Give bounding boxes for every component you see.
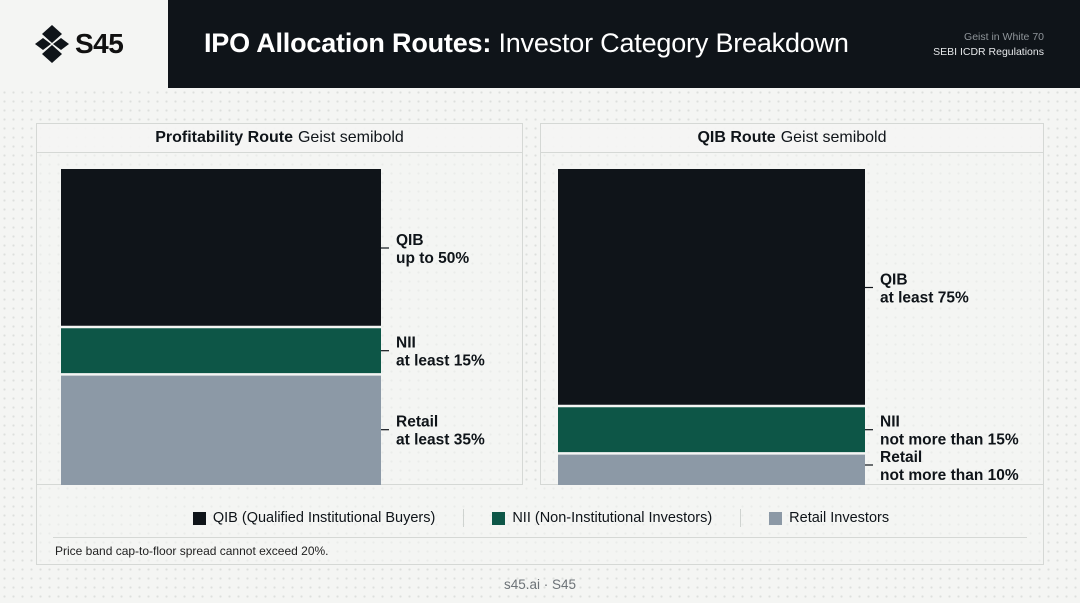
chart-title-rest: Geist semibold (780, 129, 887, 146)
header-meta: Geist in White 70 SEBI ICDR Regulations (933, 30, 1044, 60)
data-label-qib-value: up to 50% (396, 250, 469, 267)
data-label-retail-value: not more than 10% (880, 467, 1019, 484)
meta-line-2: SEBI ICDR Regulations (933, 46, 1044, 58)
legend-item-retail: Retail Investors (769, 509, 889, 527)
legend-divider (740, 509, 742, 527)
bar-segment-qib (61, 169, 381, 327)
data-label-qib-name: QIB (880, 272, 908, 289)
legend-label-retail: Retail Investors (789, 510, 890, 526)
chart-title-rest: Geist semibold (297, 129, 404, 146)
data-label-qib-name: QIB (396, 232, 424, 249)
data-label-nii-name: NII (880, 414, 900, 431)
page-title: IPO Allocation Routes: Investor Category… (204, 28, 849, 59)
legend: QIB (Qualified Institutional Buyers) NII… (37, 509, 1045, 527)
bar-segment-nii (558, 406, 865, 454)
legend-label-nii: NII (Non-Institutional Investors) (512, 510, 713, 526)
legend-item-qib: QIB (Qualified Institutional Buyers) (192, 509, 465, 527)
chart-panel-qib: QIB Route Geist semibold QIB at least 75%… (540, 123, 1044, 485)
data-label-nii-value: at least 15% (396, 353, 485, 370)
footer-credit: s45.ai · S45 (503, 577, 577, 592)
chart-title: QIB Route Geist semibold (541, 124, 1043, 153)
data-label-nii-name: NII (396, 335, 416, 352)
meta-line-1: Geist in White 70 (964, 31, 1044, 43)
chart-title-bold: Profitability Route (155, 129, 293, 146)
bar-segment-retail (61, 374, 381, 485)
bar-segment-retail (558, 453, 865, 485)
header: S45 IPO Allocation Routes: Investor Cate… (0, 0, 1080, 88)
chart-panel-profitability: Profitability Route Geist semibold QIB up… (36, 123, 523, 485)
data-label-retail-name: Retail (396, 414, 438, 431)
legend-swatch-nii (492, 511, 506, 525)
page-title-strong: IPO Allocation Routes: (204, 28, 492, 58)
page-title-rest: Investor Category Breakdown (498, 28, 849, 58)
data-label-retail-name: Retail (880, 449, 922, 466)
bar-segment-nii (61, 327, 381, 375)
chart-title-bold: QIB Route (697, 129, 776, 146)
title-bar: IPO Allocation Routes: Investor Category… (168, 0, 1080, 88)
data-label-nii-value: not more than 15% (880, 432, 1019, 449)
divider (53, 537, 1027, 538)
legend-panel: QIB (Qualified Institutional Buyers) NII… (36, 485, 1044, 565)
data-label-qib-value: at least 75% (880, 290, 969, 307)
brand-name: S45 (75, 28, 124, 59)
legend-divider (463, 509, 465, 527)
legend-swatch-qib (192, 511, 206, 525)
data-label-retail-value: at least 35% (396, 432, 485, 449)
bar-segment-qib (558, 169, 865, 406)
chart-title: Profitability Route Geist semibold (37, 124, 522, 153)
legend-label-qib: QIB (Qualified Institutional Buyers) (212, 510, 436, 526)
footnote: Price band cap-to-floor spread cannot ex… (55, 544, 329, 558)
logo: S45 (0, 0, 168, 88)
legend-item-nii: NII (Non-Institutional Investors) (492, 509, 742, 527)
legend-swatch-retail (769, 511, 783, 525)
s45-logo-icon (35, 25, 69, 63)
